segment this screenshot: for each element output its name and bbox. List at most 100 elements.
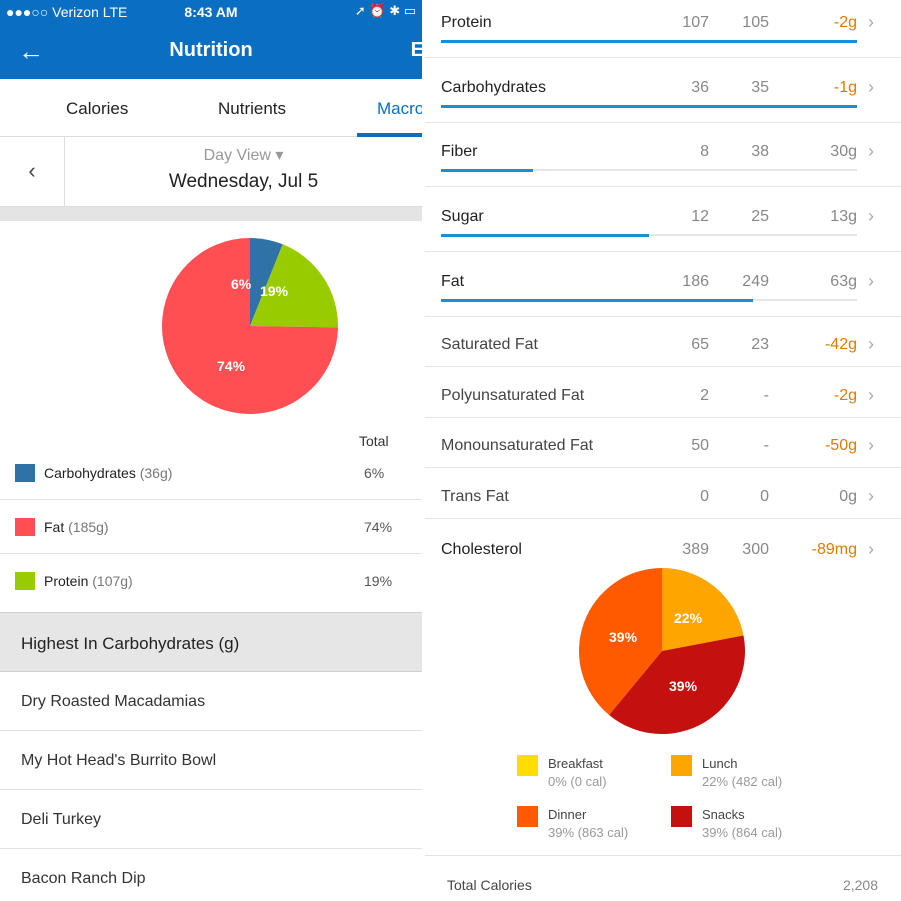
nutrient-name: Trans Fat: [441, 488, 509, 505]
day-view-dropdown[interactable]: Day View ▾: [65, 145, 422, 165]
meals-pie-chart: [579, 568, 745, 734]
nutrient-goal: 300: [742, 541, 769, 558]
food-item[interactable]: My Hot Head's Burrito Bowl: [0, 731, 422, 790]
panel-divider: [422, 0, 425, 901]
selected-date: Wednesday, Jul 5: [168, 171, 319, 192]
tab-nutrients[interactable]: Nutrients: [218, 99, 287, 118]
nutrient-row-sugar[interactable]: Sugar 12 25 13g ›: [425, 187, 901, 252]
previous-day-button[interactable]: ‹: [0, 137, 65, 207]
nutrient-left: 63g: [830, 273, 857, 290]
nutrient-name: Polyunsaturated Fat: [441, 387, 585, 404]
dropdown-caret-icon: ▾: [275, 147, 284, 164]
dinner-swatch: [517, 806, 538, 827]
nutrient-goal: 25: [751, 208, 769, 225]
tab-macros[interactable]: Macro: [377, 99, 422, 118]
nutrient-row-cholesterol[interactable]: Cholesterol 389 300 -89mg ›: [425, 519, 901, 575]
progress-fill: [441, 169, 533, 172]
chevron-right-icon: ›: [868, 77, 874, 97]
tab-calories[interactable]: Calories: [66, 99, 129, 118]
highest-in-header: Highest In Carbohydrates (g): [0, 612, 422, 672]
nutrient-left: -42g: [824, 336, 857, 353]
nutrient-name: Saturated Fat: [441, 336, 538, 353]
pie-label-carbs: 6%: [231, 276, 252, 292]
day-view-label: Day View: [203, 147, 271, 164]
nutrient-row-carbohydrates[interactable]: Carbohydrates 36 35 -1g ›: [425, 58, 901, 123]
nutrient-name: Fat: [441, 273, 465, 290]
chevron-right-icon: ›: [868, 206, 874, 226]
nutrient-left: -2g: [833, 14, 857, 31]
nutrient-goal: 105: [742, 14, 769, 31]
nutrient-goal: 0: [760, 488, 769, 505]
progress-fill: [441, 299, 753, 302]
pie-slice-dinner: [579, 568, 662, 715]
chevron-right-icon: ›: [868, 141, 874, 161]
pie-label-fat: 74%: [217, 358, 246, 374]
meal-name: Breakfast: [548, 756, 603, 771]
lunch-swatch: [671, 755, 692, 776]
meal-name: Dinner: [548, 807, 587, 822]
nutrient-goal: 23: [751, 336, 769, 353]
back-arrow-icon[interactable]: ←: [18, 36, 44, 66]
pie-label-snacks: 39%: [669, 678, 698, 694]
nutrient-goal: 249: [742, 273, 769, 290]
nutrient-left: 0g: [839, 488, 857, 505]
nutrient-goal: 38: [751, 143, 769, 160]
legend-name: Protein (107g): [44, 573, 133, 589]
nutrient-total: 12: [691, 208, 709, 225]
snacks-swatch: [671, 806, 692, 827]
nutrient-name: Sugar: [441, 208, 484, 225]
legend-row-fat: Fat (185g) 74%: [0, 500, 422, 554]
nutrient-row-fiber[interactable]: Fiber 8 38 30g ›: [425, 123, 901, 187]
nutrient-name: Cholesterol: [441, 541, 522, 558]
nutrient-left: -1g: [833, 79, 857, 96]
chevron-left-icon: ‹: [28, 158, 36, 183]
progress-fill: [441, 105, 857, 108]
total-calories-value: 2,208: [842, 877, 878, 893]
breakfast-swatch: [517, 755, 538, 776]
progress-fill: [441, 234, 649, 237]
legend-row-protein: Protein (107g) 19%: [0, 554, 422, 608]
nutrient-total: 389: [682, 541, 709, 558]
active-tab-indicator: [357, 133, 422, 137]
chevron-right-icon: ›: [868, 539, 874, 559]
nutrient-row-fat[interactable]: Fat 186 249 63g ›: [425, 252, 901, 317]
header-action-button[interactable]: E: [410, 39, 422, 61]
nutrient-name: Carbohydrates: [441, 79, 546, 96]
pie-label-dinner: 39%: [609, 629, 638, 645]
progress-fill: [441, 40, 857, 43]
nutrient-left: 13g: [830, 208, 857, 225]
food-item[interactable]: Deli Turkey: [0, 790, 422, 849]
pie-slice-snacks: [609, 635, 745, 734]
meal-detail: 39% (864 cal): [702, 825, 783, 840]
food-item[interactable]: Dry Roasted Macadamias: [0, 672, 422, 731]
progress-track: [441, 234, 857, 237]
nutrient-goal: -: [763, 437, 769, 454]
legend-name: Fat (185g): [44, 519, 109, 535]
page-title: Nutrition: [169, 39, 253, 61]
chevron-right-icon: ›: [868, 334, 874, 354]
total-calories-label: Total Calories: [447, 877, 532, 893]
nutrient-row-trans-fat[interactable]: Trans Fat 0 0 0g ›: [425, 468, 901, 519]
progress-track: [441, 105, 857, 108]
nutrient-total: 0: [700, 488, 709, 505]
app-bar: ●●●○○ Verizon LTE 8:43 AM ➚ ⏰ ✱ ▭ ← Nutr…: [0, 0, 422, 79]
nutrient-row-protein[interactable]: Protein 107 105 -2g ›: [425, 0, 901, 58]
meal-name: Lunch: [702, 756, 738, 771]
nutrient-name: Fiber: [441, 143, 478, 160]
macros-screen: ●●●○○ Verizon LTE 8:43 AM ➚ ⏰ ✱ ▭ ← Nutr…: [0, 0, 422, 901]
meal-name: Snacks: [702, 807, 745, 822]
nutrient-left: 30g: [830, 143, 857, 160]
nutrient-row-saturated-fat[interactable]: Saturated Fat 65 23 -42g ›: [425, 317, 901, 367]
nutrient-row-polyunsaturated-fat[interactable]: Polyunsaturated Fat 2 - -2g ›: [425, 367, 901, 418]
food-item[interactable]: Bacon Ranch Dip: [21, 870, 146, 887]
tab-bar: Calories Nutrients Macro: [0, 79, 422, 137]
fat-swatch: [15, 518, 35, 536]
pie-label-protein: 19%: [260, 283, 289, 299]
nutrient-total: 2: [700, 387, 709, 404]
nutrient-name: Protein: [441, 14, 492, 31]
pie-slice-protein: [250, 244, 338, 328]
status-time: 8:43 AM: [184, 4, 238, 20]
nutrient-row-monounsaturated-fat[interactable]: Monounsaturated Fat 50 - -50g ›: [425, 418, 901, 468]
nutrient-total: 65: [691, 336, 709, 353]
progress-track: [441, 169, 857, 172]
